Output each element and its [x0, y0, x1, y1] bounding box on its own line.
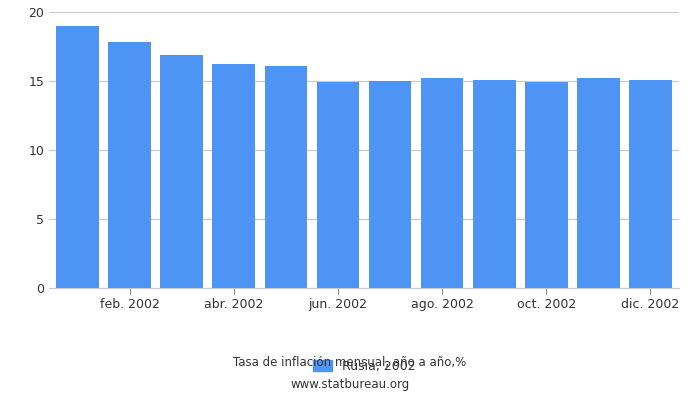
Bar: [525, 82, 568, 288]
Bar: [629, 80, 672, 288]
Bar: [421, 78, 463, 288]
Bar: [108, 42, 151, 288]
Legend: Rusia, 2002: Rusia, 2002: [308, 355, 420, 378]
Bar: [56, 26, 99, 288]
Bar: [265, 66, 307, 288]
Bar: [369, 81, 412, 288]
Bar: [213, 64, 255, 288]
Bar: [160, 55, 203, 288]
Text: www.statbureau.org: www.statbureau.org: [290, 378, 410, 391]
Bar: [316, 82, 359, 288]
Bar: [577, 78, 620, 288]
Text: Tasa de inflación mensual, año a año,%: Tasa de inflación mensual, año a año,%: [233, 356, 467, 369]
Bar: [473, 80, 515, 288]
